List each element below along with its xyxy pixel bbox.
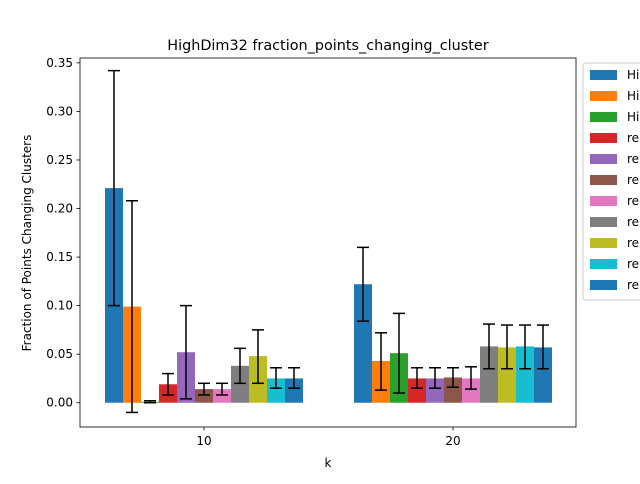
- legend-item: re: [590, 236, 639, 250]
- error-bar: [234, 347, 246, 385]
- y-tick-label: 0.20: [46, 202, 73, 216]
- legend-item: re: [590, 257, 639, 271]
- error-bar: [162, 372, 174, 396]
- plot-frame: [79, 57, 577, 428]
- error-bar: [411, 367, 423, 389]
- error-bar: [216, 382, 228, 396]
- bar: [534, 347, 552, 403]
- bar: [231, 365, 249, 403]
- bar: [444, 377, 462, 403]
- y-tick-label: 0.10: [46, 299, 73, 313]
- bar: [285, 378, 303, 403]
- error-bar: [144, 400, 156, 404]
- legend-label: re: [627, 152, 639, 166]
- legend-item: re: [590, 215, 639, 229]
- legend-label: re: [627, 194, 639, 208]
- legend-item: Hi: [590, 110, 639, 124]
- bar: [498, 347, 516, 403]
- error-bar: [375, 332, 387, 391]
- y-tick-label: 0.00: [46, 396, 73, 410]
- legend-item: re: [590, 152, 639, 166]
- legend-swatch: [590, 70, 617, 80]
- legend-swatch: [590, 91, 617, 101]
- legend-label: Hi: [627, 110, 639, 124]
- bar: [480, 346, 498, 403]
- legend-swatch: [590, 196, 617, 206]
- x-tick-label: 20: [445, 434, 460, 448]
- legend-label: re: [627, 278, 639, 292]
- legend-label: Hi: [627, 89, 639, 103]
- bar: [408, 378, 426, 403]
- legend-label: Hi: [627, 68, 639, 82]
- bar: [213, 389, 231, 403]
- bar: [516, 346, 534, 403]
- legend-swatch: [590, 217, 617, 227]
- legend-swatch: [590, 259, 617, 269]
- error-bar: [357, 246, 369, 322]
- y-axis-label: Fraction of Points Changing Clusters: [20, 135, 34, 352]
- x-tick-label: 10: [196, 434, 211, 448]
- y-tick-label: 0.05: [46, 347, 73, 361]
- legend-label: re: [627, 131, 639, 145]
- bar: [462, 378, 480, 403]
- legend-swatch: [590, 154, 617, 164]
- error-bar: [252, 329, 264, 385]
- error-bar: [270, 367, 282, 389]
- bar: [267, 378, 285, 403]
- legend-swatch: [590, 133, 617, 143]
- chart-title: HighDim32 fraction_points_changing_clust…: [167, 38, 489, 54]
- error-bar: [108, 69, 120, 307]
- bar: [354, 284, 372, 403]
- y-tick-label: 0.25: [46, 153, 73, 167]
- error-bar: [180, 304, 192, 400]
- error-bar: [465, 366, 477, 390]
- legend-item: re: [590, 173, 639, 187]
- legend: Hi Hi Hi re re re re re re re re: [582, 62, 640, 301]
- y-tick-label: 0.35: [46, 56, 73, 70]
- legend-item: Hi: [590, 89, 639, 103]
- legend-item: re: [590, 131, 639, 145]
- error-bar: [288, 367, 300, 389]
- error-bar: [198, 382, 210, 396]
- legend-swatch: [590, 175, 617, 185]
- legend-item: re: [590, 278, 639, 292]
- error-bar: [393, 312, 405, 394]
- legend-swatch: [590, 238, 617, 248]
- legend-label: re: [627, 257, 639, 271]
- legend-label: re: [627, 173, 639, 187]
- error-bar: [519, 324, 531, 370]
- error-bar: [501, 324, 513, 370]
- y-tick-label: 0.15: [46, 250, 73, 264]
- error-bar: [126, 199, 138, 414]
- error-bar: [537, 324, 549, 370]
- legend-label: re: [627, 236, 639, 250]
- x-axis-label: k: [325, 456, 332, 470]
- legend-swatch: [590, 280, 617, 290]
- plot-area: 0.00 0.05 0.10 0.15 0.20 0.25 0.30 0.35 10 20: [46, 56, 577, 448]
- bar: [195, 389, 213, 403]
- legend-swatch: [590, 112, 617, 122]
- legend-item: re: [590, 194, 639, 208]
- bar: [426, 378, 444, 403]
- error-bar: [447, 367, 459, 388]
- legend-item: Hi: [590, 68, 639, 82]
- error-bar: [483, 323, 495, 370]
- legend-label: re: [627, 215, 639, 229]
- error-bar: [429, 367, 441, 389]
- y-tick-label: 0.30: [46, 104, 73, 118]
